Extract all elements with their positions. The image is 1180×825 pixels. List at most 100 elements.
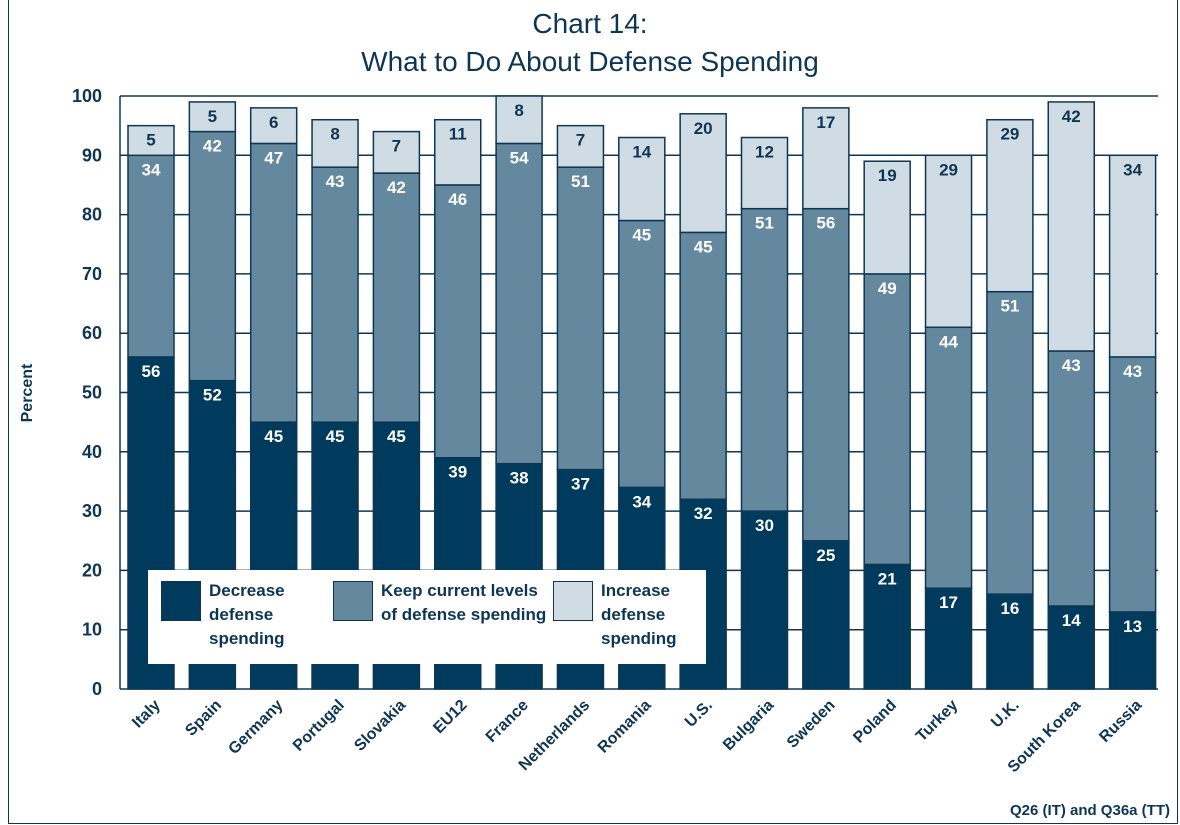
y-tick-label-80: 80 xyxy=(82,205,102,225)
legend: Decrease defense spending Keep current l… xyxy=(148,570,706,664)
data-label-increase-7: 7 xyxy=(576,131,585,150)
y-tick-label-70: 70 xyxy=(82,264,102,284)
data-label-keep-15: 43 xyxy=(1062,356,1081,375)
bar-decrease-12 xyxy=(863,563,911,690)
x-tick-label-9: U.S. xyxy=(682,697,716,731)
bar-decrease-13 xyxy=(924,587,973,690)
bar-increase-14 xyxy=(986,118,1034,293)
bar-keep-4 xyxy=(372,172,421,423)
bar-decrease-16 xyxy=(1108,611,1157,690)
legend-swatch-increase xyxy=(553,581,593,621)
y-tick-label-10: 10 xyxy=(82,620,102,640)
data-label-keep-14: 51 xyxy=(1000,297,1019,316)
bar-increase-0 xyxy=(127,124,175,157)
x-tick-label-12: Poland xyxy=(850,697,900,747)
y-tick-label-40: 40 xyxy=(82,442,102,462)
data-label-decrease-7: 37 xyxy=(571,475,590,494)
x-tick-label-13: Turkey xyxy=(913,697,961,745)
data-label-decrease-9: 32 xyxy=(694,504,713,523)
bar-decrease-11 xyxy=(802,540,850,690)
bar-keep-16 xyxy=(1108,356,1157,613)
data-label-increase-1: 5 xyxy=(208,107,217,126)
data-label-keep-8: 45 xyxy=(632,226,651,245)
legend-swatch-decrease xyxy=(161,581,201,621)
data-label-increase-8: 14 xyxy=(632,143,651,162)
bar-increase-4 xyxy=(372,130,421,174)
bar-keep-5 xyxy=(434,184,482,459)
data-label-keep-7: 51 xyxy=(571,172,590,191)
data-label-increase-4: 7 xyxy=(392,137,401,156)
data-label-keep-5: 46 xyxy=(448,190,467,209)
y-tick-label-50: 50 xyxy=(82,383,102,403)
data-label-decrease-11: 25 xyxy=(816,546,835,565)
data-label-decrease-6: 38 xyxy=(510,469,529,488)
bar-increase-11 xyxy=(802,107,850,210)
bar-keep-1 xyxy=(188,130,237,382)
bar-keep-10 xyxy=(740,207,789,512)
data-label-increase-10: 12 xyxy=(755,143,774,162)
x-tick-label-0: Italy xyxy=(129,697,164,732)
bar-increase-10 xyxy=(740,136,789,210)
data-label-decrease-10: 30 xyxy=(755,516,774,535)
data-label-decrease-12: 21 xyxy=(878,569,897,588)
bar-decrease-10 xyxy=(740,510,789,690)
bar-increase-3 xyxy=(311,118,359,168)
bar-decrease-15 xyxy=(1047,605,1095,690)
x-tick-label-4: Slovakia xyxy=(351,697,409,755)
data-label-decrease-8: 34 xyxy=(632,492,651,511)
bar-increase-12 xyxy=(863,160,911,275)
x-tick-label-1: Spain xyxy=(182,697,225,740)
bar-keep-3 xyxy=(311,166,359,423)
y-tick-label-60: 60 xyxy=(82,323,102,343)
bar-increase-8 xyxy=(618,136,666,222)
data-label-increase-12: 19 xyxy=(878,166,897,185)
data-label-increase-16: 34 xyxy=(1123,160,1142,179)
source-note: Q26 (IT) and Q36a (TT) xyxy=(1009,802,1170,819)
data-label-decrease-14: 16 xyxy=(1000,599,1019,618)
bar-increase-7 xyxy=(556,124,605,168)
data-label-decrease-13: 17 xyxy=(939,593,958,612)
legend-label-decrease: Decrease defense spending xyxy=(209,581,285,648)
data-label-decrease-1: 52 xyxy=(203,386,222,405)
data-label-keep-0: 34 xyxy=(142,160,161,179)
legend-label-increase: Increase defense spending xyxy=(601,581,677,648)
bar-increase-2 xyxy=(249,107,298,145)
y-tick-label-100: 100 xyxy=(72,86,102,106)
x-tick-label-5: EU12 xyxy=(430,697,470,737)
data-label-increase-15: 42 xyxy=(1062,107,1081,126)
chart-frame xyxy=(8,0,1178,824)
data-label-decrease-5: 39 xyxy=(448,463,467,482)
data-label-decrease-16: 13 xyxy=(1123,617,1142,636)
bar-keep-9 xyxy=(679,231,727,500)
bar-keep-2 xyxy=(249,142,298,423)
data-label-keep-11: 56 xyxy=(816,214,835,233)
data-label-keep-3: 43 xyxy=(326,172,345,191)
x-tick-label-16: Russia xyxy=(1096,697,1145,746)
data-label-decrease-3: 45 xyxy=(326,427,345,446)
data-label-keep-13: 44 xyxy=(939,332,958,351)
bar-keep-0 xyxy=(127,154,175,358)
y-tick-label-90: 90 xyxy=(82,145,102,165)
chart-title-line-1: Chart 14: xyxy=(532,8,648,39)
bar-keep-7 xyxy=(556,166,605,471)
data-label-keep-4: 42 xyxy=(387,178,406,197)
x-tick-label-11: Sweden xyxy=(784,697,839,752)
data-label-keep-10: 51 xyxy=(755,214,774,233)
bar-keep-13 xyxy=(924,326,973,589)
data-label-keep-12: 49 xyxy=(878,279,897,298)
data-label-decrease-15: 14 xyxy=(1062,611,1081,630)
data-label-keep-16: 43 xyxy=(1123,362,1142,381)
x-tick-label-3: Portugal xyxy=(290,697,348,755)
bar-keep-12 xyxy=(863,273,911,566)
data-label-increase-2: 6 xyxy=(269,113,278,132)
x-tick-label-8: Romania xyxy=(595,697,655,757)
data-label-decrease-4: 45 xyxy=(387,427,406,446)
bar-increase-16 xyxy=(1108,154,1157,358)
x-tick-label-6: France xyxy=(483,697,532,746)
data-label-increase-14: 29 xyxy=(1000,125,1019,144)
bar-keep-11 xyxy=(802,207,850,542)
data-label-keep-1: 42 xyxy=(203,137,222,156)
data-label-increase-0: 5 xyxy=(146,131,155,150)
legend-swatch-keep xyxy=(333,581,373,621)
